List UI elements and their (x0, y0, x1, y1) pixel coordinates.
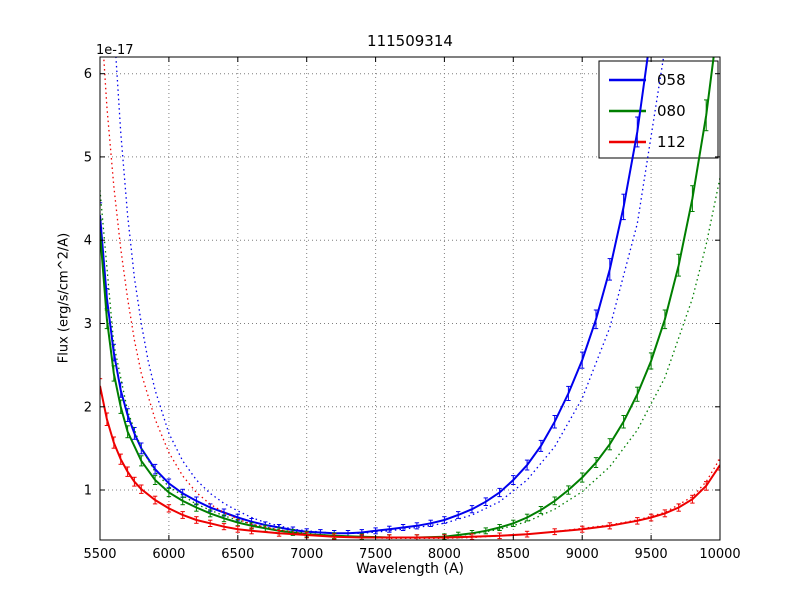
x-tick-label: 5500 (83, 547, 116, 562)
series-058 (100, 57, 649, 535)
x-axis-label: Wavelength (A) (355, 561, 464, 577)
y-tick-label: 1 (84, 484, 92, 499)
axes-frame (99, 56, 721, 541)
y-tick-label: 6 (84, 67, 92, 82)
x-tick-label: 10000 (699, 547, 740, 562)
legend-label: 112 (657, 133, 686, 151)
x-tick-label: 6500 (221, 547, 254, 562)
y-tick-label: 2 (84, 400, 92, 415)
y-axis-offset-label: 1e-17 (96, 43, 134, 58)
y-tick-label: 5 (84, 150, 92, 165)
series-058-model (115, 57, 665, 534)
series-112 (100, 385, 720, 539)
legend-label: 080 (657, 102, 686, 120)
x-tick-label: 9000 (566, 547, 599, 562)
x-tick-label: 8000 (428, 547, 461, 562)
series-080-model (100, 177, 720, 539)
legend-label: 058 (657, 71, 686, 89)
y-tick-label: 3 (84, 317, 92, 332)
x-tick-label: 8500 (497, 547, 530, 562)
x-tick-label: 6000 (152, 547, 185, 562)
x-tick-label: 9500 (635, 547, 668, 562)
y-tick-label: 4 (84, 234, 92, 249)
legend: 058 080 112 (598, 60, 719, 159)
x-tick-label: 7500 (359, 547, 392, 562)
chart-title: 111509314 (367, 32, 453, 50)
series-112-model (103, 57, 720, 539)
x-tick-label: 7000 (290, 547, 323, 562)
